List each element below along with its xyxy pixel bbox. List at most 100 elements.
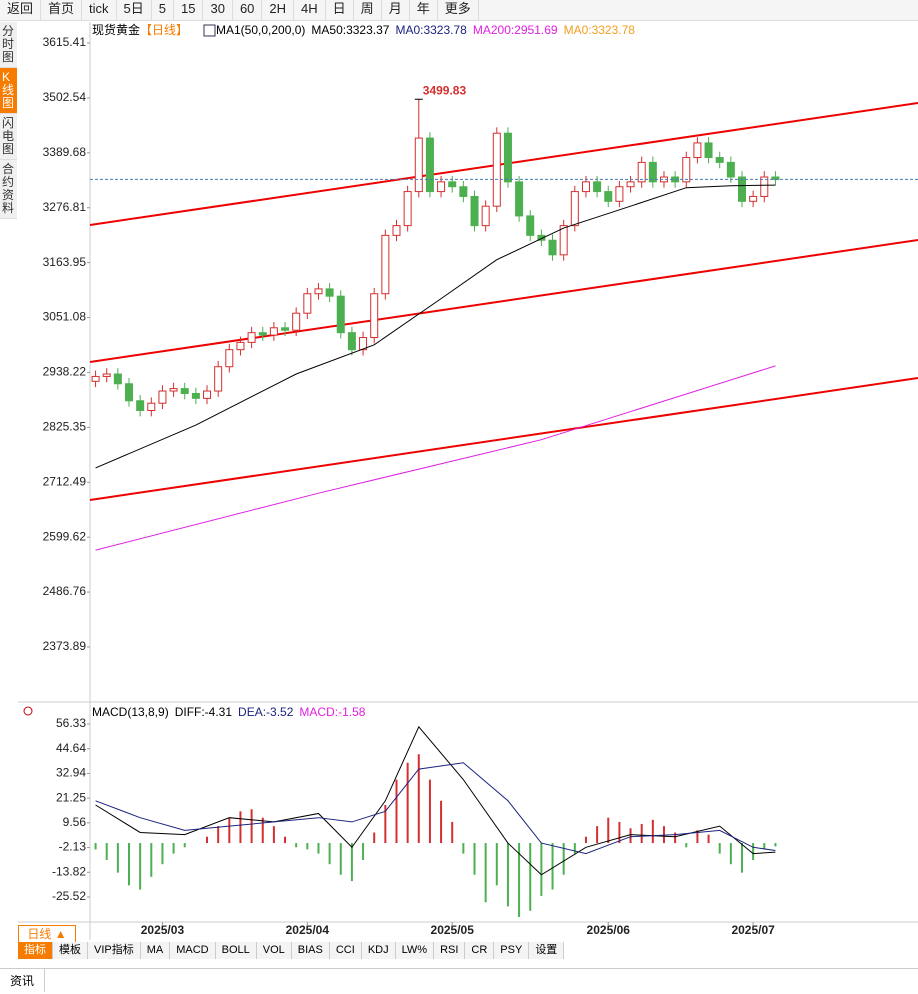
indicator-tab[interactable]: KDJ [361, 942, 396, 959]
candle-body [113, 373, 122, 385]
toolbar-button[interactable]: tick [82, 0, 117, 20]
legend-item: MA1(50,0,200,0) [216, 23, 305, 37]
y-tick-label: 3276.81 [43, 200, 87, 214]
toolbar-button[interactable]: 5日 [117, 0, 152, 20]
y-tick-label: 32.94 [56, 766, 86, 780]
ma-line [95, 365, 776, 551]
toolbar-button[interactable]: 周 [354, 0, 382, 20]
toolbar-button[interactable]: 更多 [438, 0, 479, 20]
side-tab[interactable]: K线图 [0, 68, 17, 114]
y-tick-label: 2373.89 [43, 639, 87, 653]
macd-legend-item: DIFF:-4.31 [175, 705, 233, 719]
toolbar-button[interactable]: 返回 [0, 0, 42, 20]
candle-body [303, 293, 312, 314]
toolbar-button[interactable]: 15 [174, 0, 204, 20]
period-button[interactable]: 日线 ▲ [18, 925, 76, 943]
toolbar-button[interactable]: 5 [152, 0, 174, 20]
indicator-tab[interactable]: BOLL [215, 942, 257, 959]
toolbar-button[interactable]: 2H [262, 0, 295, 20]
y-tick-label: -2.13 [59, 840, 87, 854]
candle-body [526, 215, 535, 236]
side-tabs: 分时图 K线图 闪电图 合约资料 [0, 22, 17, 219]
candle-body [648, 161, 657, 183]
y-tick-label: 3163.95 [43, 255, 87, 269]
x-tick-label: 2025/07 [731, 923, 775, 937]
candle-body [637, 161, 646, 183]
legend-item: MA0:3323.78 [564, 23, 636, 37]
indicator-tab[interactable]: VOL [256, 942, 292, 959]
candle-body [236, 341, 245, 351]
indicator-tab[interactable]: PSY [494, 942, 530, 959]
candle-body [102, 373, 111, 377]
candle-body [459, 186, 468, 197]
candle-body [492, 132, 501, 207]
candle-body [392, 225, 401, 236]
candle-body [737, 176, 746, 202]
candle-body [314, 288, 323, 295]
candle-body [626, 181, 635, 188]
candle-body [191, 392, 200, 399]
candle-body [91, 375, 100, 382]
toolbar-button[interactable]: 首页 [41, 0, 83, 20]
side-tab[interactable]: 分时图 [0, 22, 17, 68]
candle-body [292, 312, 301, 331]
candle-body [581, 181, 590, 193]
y-tick-label: 44.64 [56, 741, 86, 755]
candle-body [414, 137, 423, 193]
indicator-tab[interactable]: CR [465, 942, 495, 959]
toolbar-button[interactable]: 30 [203, 0, 233, 20]
candle-body [370, 293, 379, 339]
toolbar-button[interactable]: 年 [410, 0, 438, 20]
candle-body [548, 239, 557, 256]
dea-line [95, 762, 776, 855]
candle-body [749, 195, 758, 202]
y-tick-label: 9.56 [63, 815, 87, 829]
toolbar: 返回 首页 tick 5日 5 15 30 60 2H 4H 日周月年更多 [0, 0, 918, 21]
toolbar-button[interactable]: 60 [233, 0, 263, 20]
indicator-tab[interactable]: BIAS [291, 942, 330, 959]
candle-body [715, 157, 724, 163]
candle-body [269, 327, 278, 336]
y-tick-label: 2938.22 [43, 365, 87, 379]
candle-body [247, 332, 256, 343]
legend-item: MA0:3323.78 [395, 23, 467, 37]
indicator-tab[interactable]: RSI [434, 942, 466, 959]
indicator-tab[interactable]: CCI [329, 942, 362, 959]
indicator-tab[interactable]: 模板 [53, 942, 88, 959]
y-tick-label: 56.33 [56, 716, 86, 730]
news-tab[interactable]: 资讯 [0, 969, 46, 992]
side-tab[interactable]: 闪电图 [0, 114, 17, 160]
side-tab[interactable]: 合约资料 [0, 160, 17, 219]
candle-body [448, 181, 457, 188]
candle-body [704, 142, 713, 159]
candle-body [481, 205, 490, 227]
candle-body [125, 383, 134, 402]
indicator-tab[interactable]: VIP指标 [88, 942, 141, 959]
y-tick-label: -25.52 [52, 889, 86, 903]
indicator-tab[interactable]: MACD [170, 942, 216, 959]
y-tick-label: 21.25 [56, 790, 86, 804]
trend-line [89, 239, 918, 363]
toolbar-button[interactable]: 日 [326, 0, 354, 20]
candle-body [693, 142, 702, 159]
news-bar: 资讯 [0, 968, 918, 992]
candle-body [281, 327, 290, 331]
indicator-tab[interactable]: 设置 [529, 942, 565, 959]
y-tick-label: 3051.08 [43, 310, 87, 324]
y-tick-label: -13.82 [52, 864, 86, 878]
candle-body [760, 176, 769, 197]
candle-body [503, 132, 512, 183]
indicator-tab[interactable]: MA [140, 942, 171, 959]
candle-body [381, 234, 390, 295]
toolbar-button[interactable]: 月 [382, 0, 410, 20]
macd-legend-item: MACD(13,8,9) [92, 705, 169, 719]
toolbar-button[interactable]: 4H [294, 0, 326, 20]
legend-item: MA200:2951.69 [473, 23, 558, 37]
indicator-tab[interactable]: 指标 [18, 942, 53, 959]
chart-title: 现货黄金 [92, 22, 140, 37]
candle-body [403, 191, 412, 227]
candle-body [359, 337, 368, 351]
candle-body [169, 388, 178, 392]
indicator-tab[interactable]: LW% [395, 942, 435, 959]
